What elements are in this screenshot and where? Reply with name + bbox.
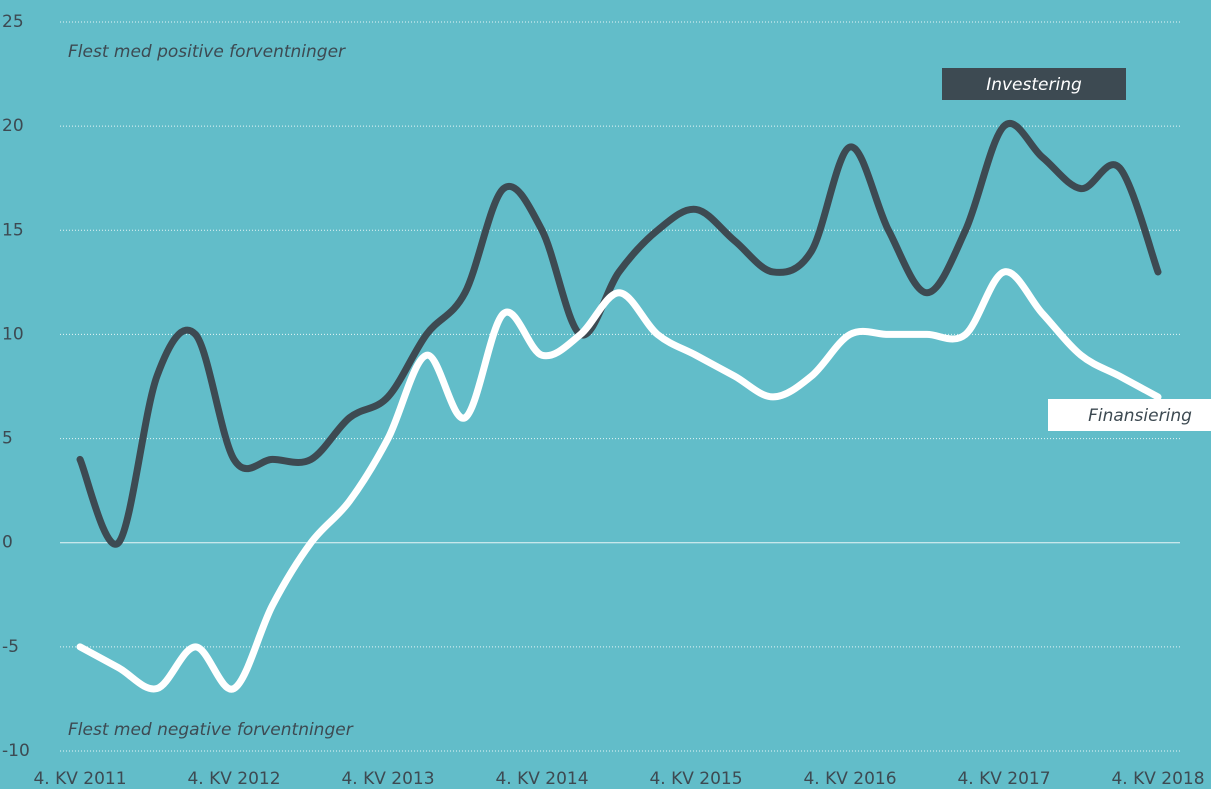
- x-tick-label: 4. KV 2018: [1111, 769, 1204, 789]
- annotation: Flest med positive forventninger: [68, 42, 346, 62]
- x-tick-label: 4. KV 2013: [341, 769, 434, 789]
- legend-swatch: [942, 68, 1126, 100]
- x-tick-label: 4. KV 2016: [803, 769, 896, 789]
- annotation: Flest med negative forventninger: [68, 720, 354, 740]
- x-tick-label: 4. KV 2015: [649, 769, 742, 789]
- y-tick-label: -10: [2, 741, 30, 761]
- y-tick-label: -5: [2, 637, 19, 657]
- y-tick-label: 5: [2, 429, 13, 449]
- y-tick-label: 15: [2, 220, 24, 240]
- y-tick-label: 20: [2, 116, 24, 136]
- legend-label: Finansiering: [1088, 406, 1192, 426]
- line: [76, 268, 1162, 693]
- legend-label: Investering: [986, 75, 1082, 95]
- y-tick-label: 25: [2, 12, 24, 32]
- line: [76, 120, 1162, 548]
- y-tick-label: 0: [2, 533, 13, 553]
- x-tick-label: 4. KV 2011: [33, 769, 126, 789]
- x-tick-label: 4. KV 2014: [495, 769, 588, 789]
- legend-swatch: [1048, 399, 1211, 431]
- y-tick-label: 10: [2, 324, 24, 344]
- x-tick-label: 4. KV 2017: [957, 769, 1050, 789]
- x-tick-label: 4. KV 2012: [187, 769, 280, 789]
